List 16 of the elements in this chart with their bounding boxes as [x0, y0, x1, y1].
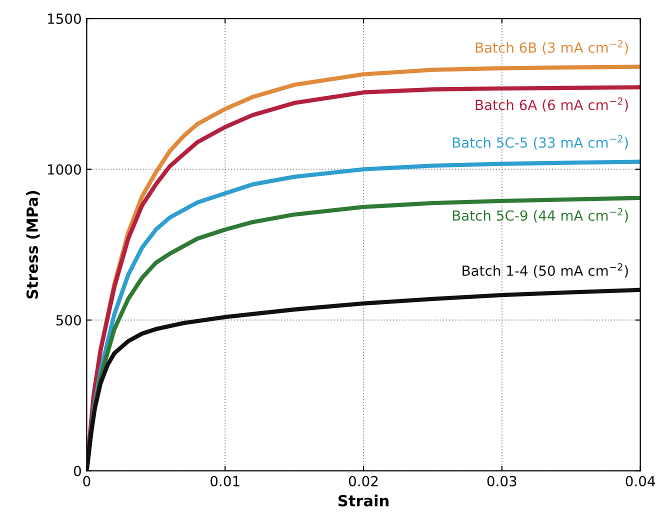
x-tick-label: 0.04 — [626, 476, 656, 486]
x-tick-label: 0.02 — [348, 476, 378, 486]
series-label: Batch 5C-9 (44 mA cm$^{−2}$) — [452, 208, 628, 222]
y-tick-label: 0 — [74, 466, 81, 476]
series-label: Batch 6A (6 mA cm$^{−2}$) — [476, 97, 628, 112]
y-tick-label: 500 — [56, 315, 81, 326]
y-tick-label: 1500 — [48, 13, 81, 24]
x-axis-title: Strain — [338, 494, 388, 506]
x-tick-label: 0 — [83, 476, 90, 486]
series-label: Batch 1-4 (50 mA cm$^{−2}$) — [462, 263, 628, 278]
y-tick-label: 1000 — [48, 164, 81, 175]
series-label: Batch 6B (3 mA cm$^{−2}$) — [476, 40, 628, 54]
y-axis-title: Stress (MPa) — [26, 190, 40, 299]
x-tick-label: 0.01 — [210, 476, 240, 486]
x-tick-label: 0.03 — [487, 476, 516, 486]
series-label: Batch 5C-5 (33 mA cm$^{−2}$) — [452, 135, 628, 150]
